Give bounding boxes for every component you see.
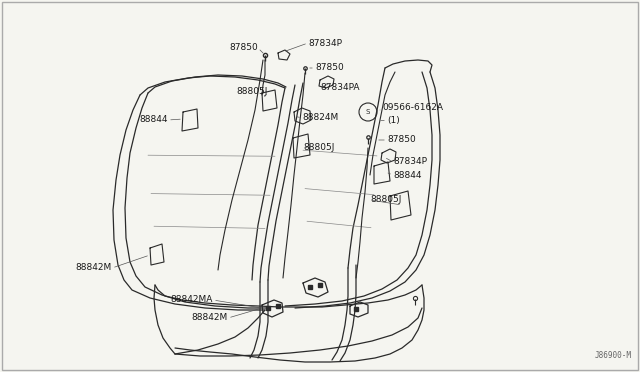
Text: 88842M: 88842M: [192, 314, 228, 323]
Text: 88805J: 88805J: [370, 196, 401, 205]
Text: 88805J: 88805J: [303, 144, 334, 153]
Text: 87834P: 87834P: [308, 38, 342, 48]
Text: S: S: [366, 109, 370, 115]
Text: 88824M: 88824M: [302, 113, 339, 122]
Text: 87850: 87850: [229, 44, 258, 52]
Text: 87834P: 87834P: [393, 157, 427, 167]
Text: 09566-6162A: 09566-6162A: [382, 103, 443, 112]
Text: J86900-M: J86900-M: [595, 351, 632, 360]
Text: 88844: 88844: [140, 115, 168, 125]
Text: 88805J: 88805J: [237, 87, 268, 96]
Text: 88842M: 88842M: [76, 263, 112, 273]
Text: 87834PA: 87834PA: [320, 83, 360, 93]
Text: 88844: 88844: [393, 170, 422, 180]
Text: 87850: 87850: [315, 64, 344, 73]
Text: (1): (1): [387, 115, 400, 125]
Text: 88842MA: 88842MA: [171, 295, 213, 305]
Text: 87850: 87850: [387, 135, 416, 144]
